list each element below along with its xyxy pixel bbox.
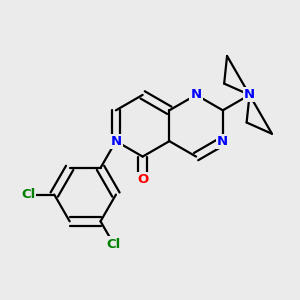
- Text: Cl: Cl: [21, 188, 35, 201]
- Text: N: N: [217, 135, 228, 148]
- Text: N: N: [190, 88, 202, 101]
- Text: N: N: [244, 88, 255, 101]
- Text: Cl: Cl: [106, 238, 121, 250]
- Text: O: O: [137, 173, 148, 186]
- Text: N: N: [110, 135, 122, 148]
